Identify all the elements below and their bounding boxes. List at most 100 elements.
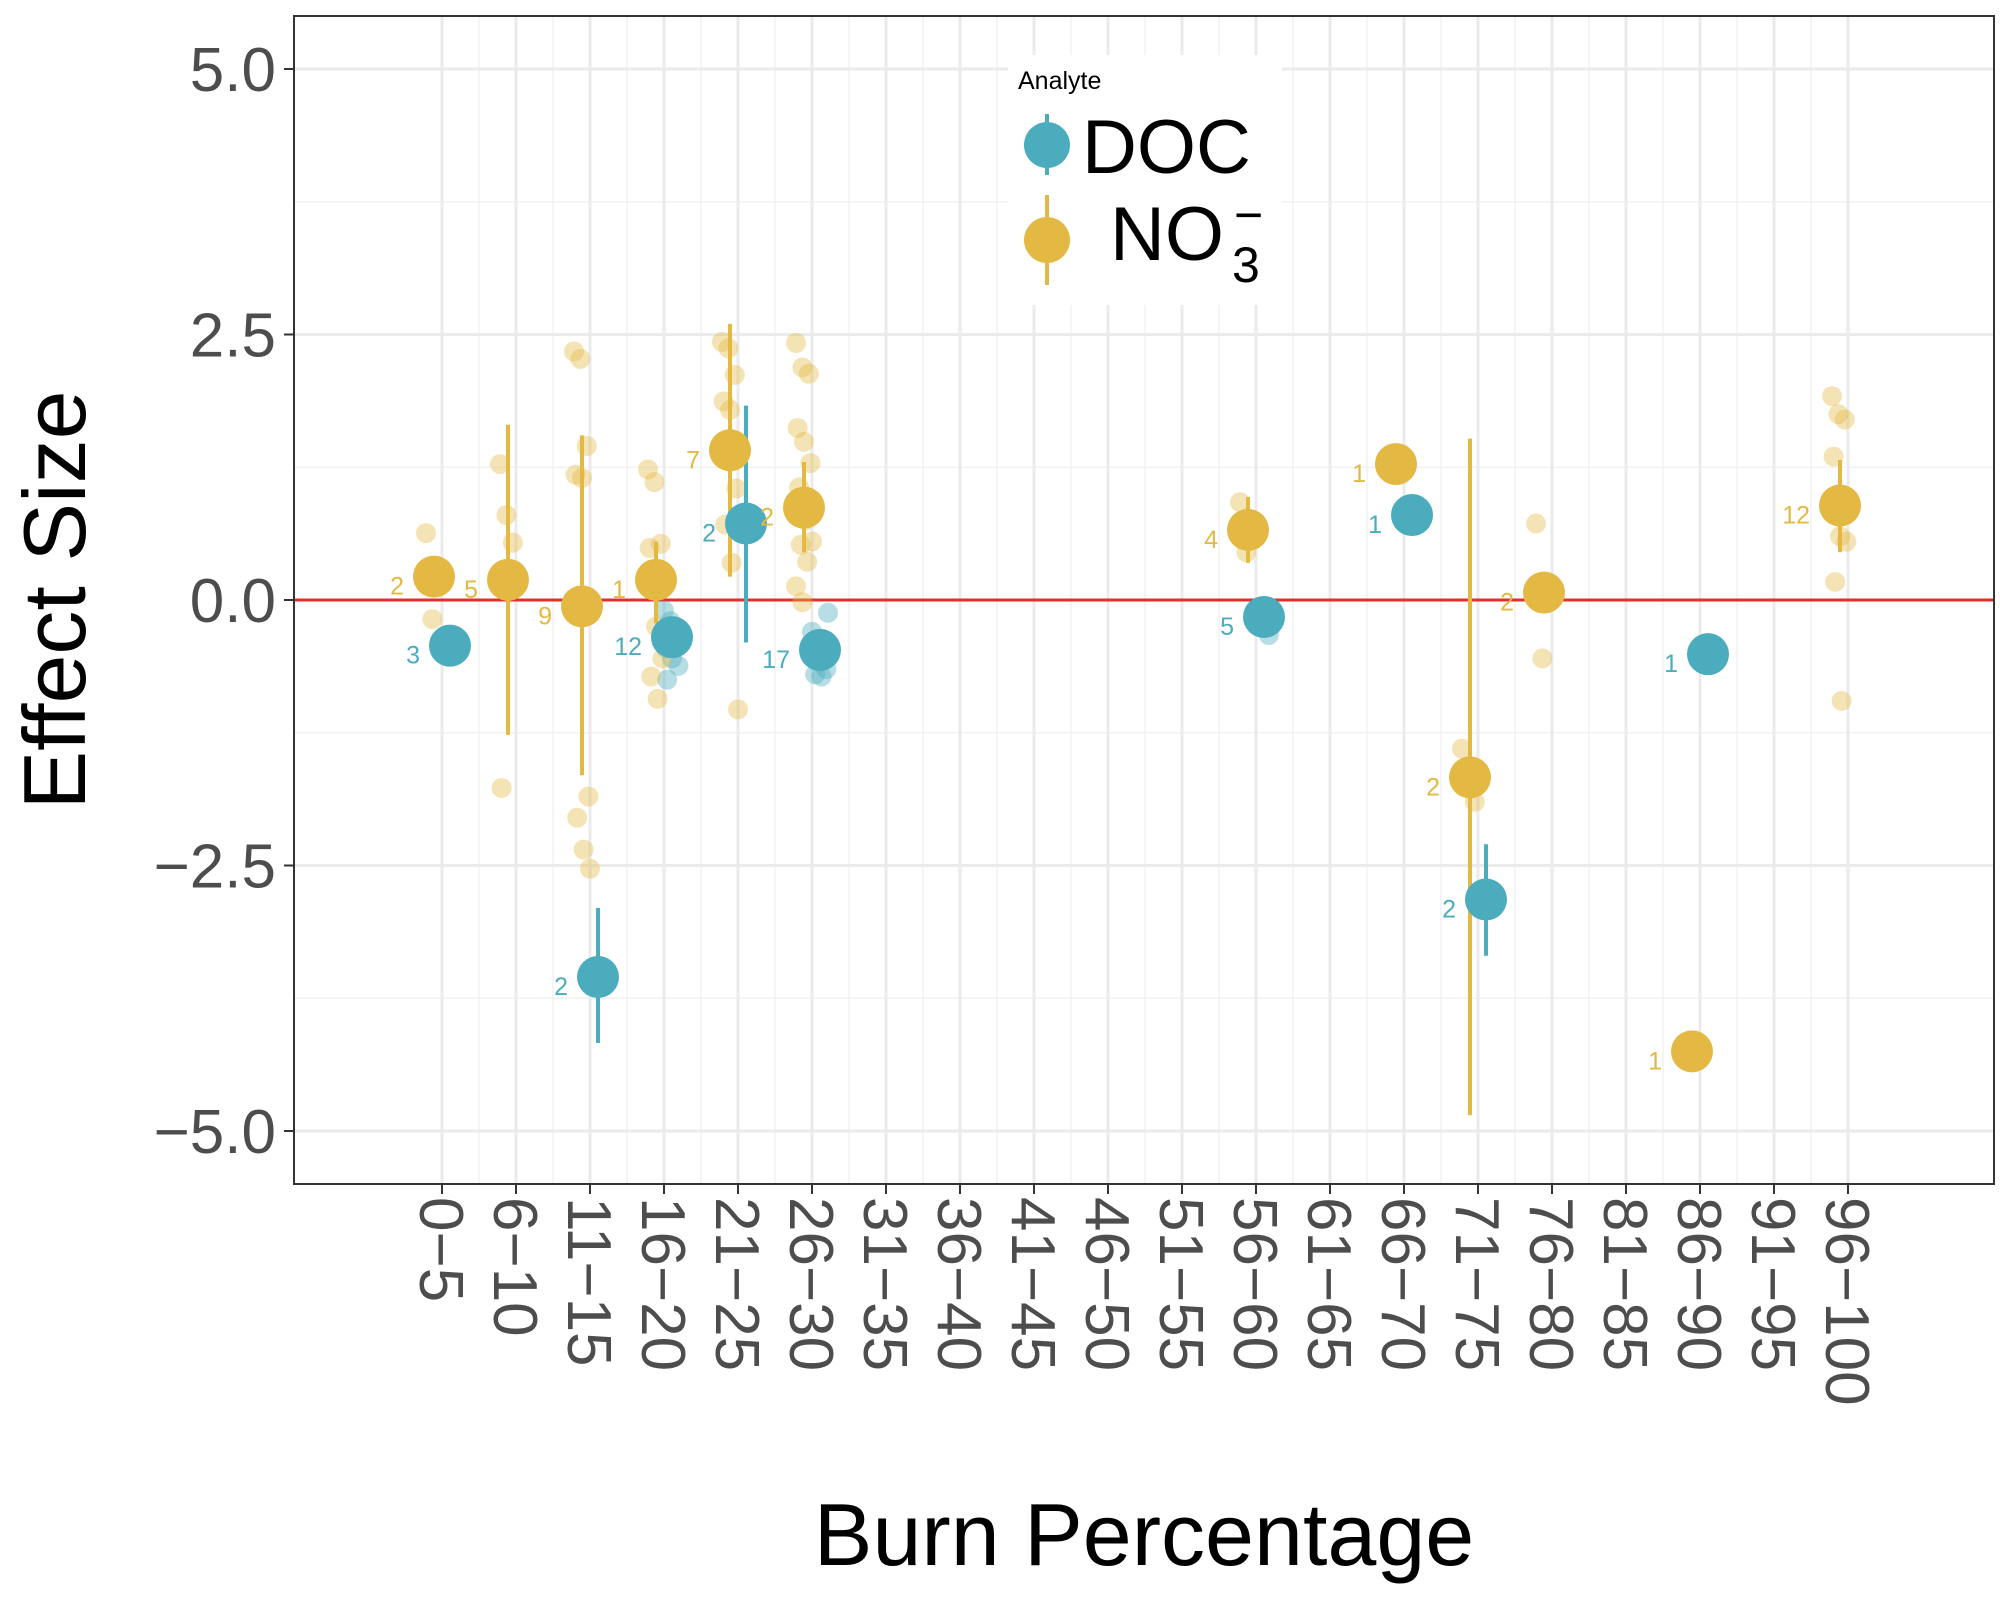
mean-point-doc-14 — [1465, 878, 1507, 921]
y-tick-label-3: −2.5 — [154, 833, 276, 902]
legend-no3-key-dot — [1024, 217, 1070, 263]
raw-point-doc-5-7 — [811, 666, 832, 687]
raw-point-no3-19-2 — [1834, 409, 1855, 430]
mean-point-no3-11 — [1227, 508, 1269, 551]
x-tick-label-12: 61−65 — [1294, 1197, 1363, 1371]
raw-point-no3-5-1 — [792, 357, 813, 378]
raw-point-no3-5-3 — [787, 417, 808, 438]
x-tick-label-10: 51−55 — [1146, 1197, 1215, 1371]
y-tick-label-1: 2.5 — [190, 302, 276, 371]
raw-point-no3-3-7 — [647, 688, 668, 709]
mean-point-doc-2 — [577, 956, 619, 999]
raw-point-no3-5-11 — [786, 576, 806, 597]
raw-point-no3-15-0 — [1526, 513, 1546, 534]
raw-point-no3-14-0 — [1452, 738, 1472, 759]
mean-point-doc-13 — [1391, 494, 1433, 537]
y-tick-label-2: 0.0 — [190, 567, 276, 636]
raw-point-no3-4-8 — [728, 699, 748, 720]
raw-point-no3-11-0 — [1230, 492, 1250, 513]
n-label-doc-14: 2 — [1442, 895, 1456, 923]
x-tick-label-9: 46−50 — [1072, 1197, 1141, 1371]
x-tick-label-7: 36−40 — [924, 1197, 993, 1371]
n-label-no3-13: 1 — [1352, 460, 1366, 488]
n-label-doc-4: 2 — [702, 520, 716, 548]
n-label-doc-0: 3 — [406, 642, 420, 670]
mean-point-no3-1 — [487, 558, 529, 601]
raw-point-no3-1-0 — [490, 454, 510, 475]
x-tick-label-15: 76−80 — [1516, 1197, 1585, 1371]
mean-point-no3-17 — [1671, 1030, 1713, 1073]
x-axis-title: Burn Percentage — [814, 1485, 1474, 1584]
raw-point-doc-3-6 — [657, 669, 678, 690]
legend-title: Analyte — [1018, 67, 1101, 95]
n-label-no3-14: 2 — [1426, 773, 1440, 801]
x-tick-label-8: 41−45 — [998, 1197, 1067, 1371]
raw-point-doc-3-0 — [654, 600, 674, 621]
x-tick-label-3: 16−20 — [628, 1197, 697, 1371]
x-tick-label-6: 31−35 — [850, 1197, 919, 1371]
mean-point-no3-15 — [1523, 571, 1565, 614]
n-label-doc-5: 17 — [762, 646, 790, 674]
raw-point-no3-5-8 — [802, 531, 822, 552]
raw-point-no3-4-0 — [712, 331, 732, 352]
x-tick-label-16: 81−85 — [1590, 1197, 1659, 1371]
mean-point-doc-5 — [799, 628, 841, 671]
legend-no3-label: NO — [1110, 192, 1224, 277]
raw-point-no3-3-1 — [644, 472, 665, 493]
raw-point-no3-3-0 — [638, 459, 658, 480]
raw-point-no3-5-2 — [798, 363, 819, 384]
mean-point-doc-11 — [1243, 595, 1285, 638]
y-tick-label-4: −5.0 — [154, 1098, 276, 1167]
y-axis-title: Effect Size — [5, 390, 104, 809]
legend-no3-subscript: 3 — [1232, 237, 1260, 293]
mean-point-no3-3 — [635, 558, 677, 601]
raw-point-no3-2-5 — [578, 786, 599, 807]
x-tick-label-14: 71−75 — [1442, 1197, 1511, 1371]
legend: Analyte DOC NO 3 − — [1008, 55, 1282, 305]
n-label-doc-13: 1 — [1368, 511, 1382, 539]
mean-point-no3-19 — [1819, 484, 1861, 527]
x-tick-label-17: 86−90 — [1664, 1197, 1733, 1371]
raw-point-no3-5-0 — [786, 332, 806, 353]
mean-point-no3-2 — [561, 585, 603, 628]
raw-point-no3-19-6 — [1825, 571, 1846, 592]
x-axis: 0−5 6−10 11−15 16−20 21−25 26−30 31−35 36−40 41−… — [406, 1184, 1881, 1406]
mean-point-no3-5 — [783, 486, 825, 529]
n-label-no3-15: 2 — [1500, 589, 1514, 617]
raw-point-no3-19-0 — [1822, 386, 1842, 407]
raw-point-no3-0-1 — [422, 609, 443, 630]
raw-point-no3-2-0 — [564, 341, 584, 362]
n-label-no3-4: 7 — [686, 446, 700, 474]
x-tick-label-18: 91−95 — [1738, 1197, 1807, 1371]
legend-doc-key-dot — [1024, 122, 1070, 168]
mean-point-no3-13 — [1375, 443, 1417, 486]
raw-point-doc-3-5 — [668, 655, 689, 676]
mean-points — [413, 429, 1861, 1073]
x-tick-label-0: 0−5 — [406, 1197, 475, 1302]
raw-point-no3-0-0 — [416, 523, 436, 544]
n-label-no3-3: 1 — [612, 576, 626, 604]
n-label-no3-11: 4 — [1204, 526, 1218, 554]
raw-point-doc-5-8 — [818, 602, 838, 623]
x-tick-label-13: 66−70 — [1368, 1197, 1437, 1371]
x-tick-label-11: 56−60 — [1220, 1197, 1289, 1371]
raw-point-no3-5-9 — [790, 534, 811, 555]
mean-point-doc-0 — [429, 624, 471, 667]
y-tick-label-0: 5.0 — [190, 36, 276, 105]
raw-point-no3-2-7 — [573, 839, 594, 860]
raw-point-no3-1-3 — [491, 777, 512, 798]
raw-point-no3-1-2 — [502, 532, 523, 553]
mean-point-no3-4 — [709, 429, 751, 472]
y-axis: 5.0 2.5 0.0 −2.5 −5.0 — [154, 36, 294, 1167]
mean-point-doc-4 — [725, 502, 767, 545]
n-label-no3-19: 12 — [1782, 501, 1810, 529]
n-label-no3-5: 2 — [760, 504, 774, 532]
raw-point-no3-3-6 — [641, 666, 662, 687]
x-tick-label-19: 96−100 — [1812, 1197, 1881, 1406]
legend-doc-label: DOC — [1082, 105, 1251, 190]
n-label-no3-0: 2 — [390, 573, 404, 601]
x-tick-label-5: 26−30 — [776, 1197, 845, 1371]
legend-background — [1008, 55, 1282, 305]
